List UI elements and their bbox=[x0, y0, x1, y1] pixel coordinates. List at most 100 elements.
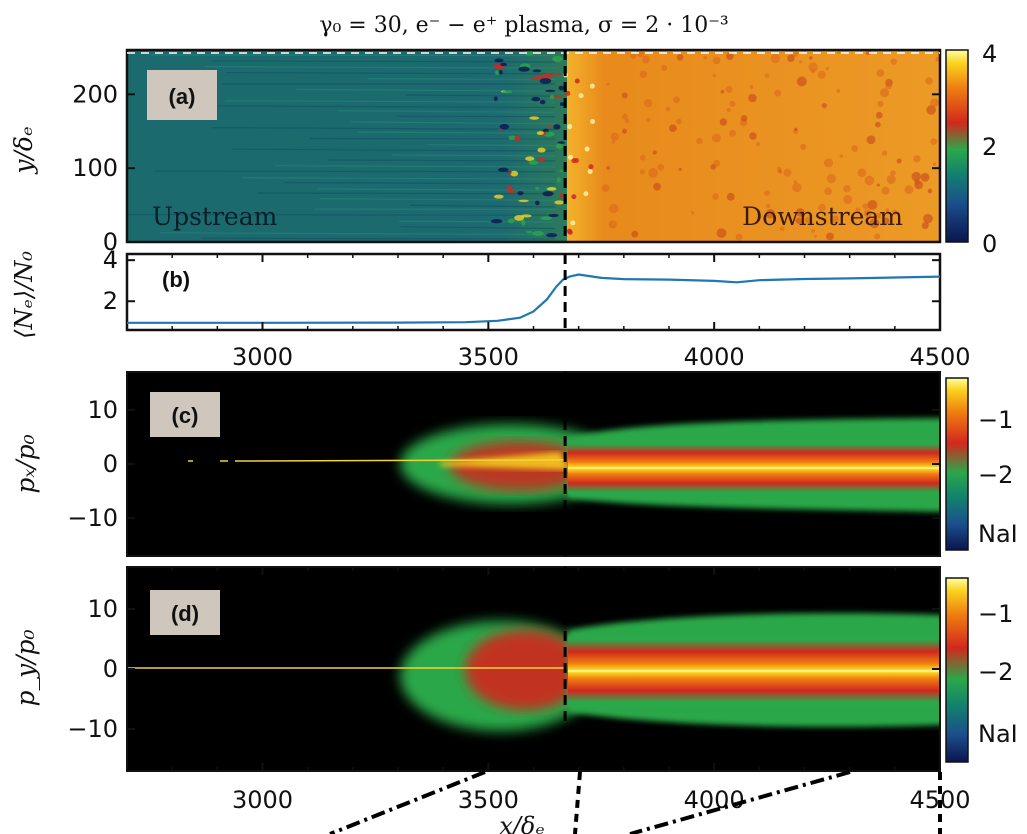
downstream-speckle bbox=[881, 186, 890, 195]
downstream-speckle bbox=[639, 70, 648, 78]
downstream-speckle bbox=[877, 100, 884, 107]
downstream-speckle bbox=[606, 166, 610, 170]
downstream-speckle bbox=[712, 193, 719, 200]
shock-front-blob bbox=[535, 186, 540, 190]
shock-front-blob bbox=[517, 191, 524, 196]
downstream-speckle bbox=[926, 105, 936, 115]
shock-front-blob bbox=[493, 96, 498, 101]
downstream-speckle bbox=[913, 155, 921, 163]
shock-front-blob bbox=[506, 189, 517, 193]
panel-d-ylabel: p_y/p₀ bbox=[11, 629, 40, 706]
downstream-speckle bbox=[749, 132, 757, 140]
downstream-speckle bbox=[800, 143, 807, 150]
downstream-speckle bbox=[712, 73, 717, 78]
downstream-speckle bbox=[567, 229, 573, 235]
downstream-speckle bbox=[814, 234, 818, 238]
downstream-speckle bbox=[661, 64, 668, 71]
downstream-speckle bbox=[882, 217, 890, 225]
downstream-speckle bbox=[725, 86, 733, 94]
downstream-speckle bbox=[765, 209, 776, 219]
downstream-speckle bbox=[817, 70, 826, 79]
downstream-speckle bbox=[643, 99, 653, 108]
panel-a-upstream-stripes bbox=[127, 50, 571, 240]
shock-front-blob bbox=[500, 62, 508, 67]
downstream-speckle bbox=[875, 213, 882, 219]
filament-stripe bbox=[409, 204, 556, 208]
filament-stripe bbox=[405, 94, 556, 97]
downstream-speckle bbox=[573, 158, 579, 164]
downstream-speckle bbox=[726, 107, 731, 113]
filament-stripe bbox=[257, 192, 556, 195]
y-tick-label: 0 bbox=[103, 228, 118, 256]
shock-front-blob bbox=[532, 69, 542, 73]
panel-d-xticks: 3000 3500 4000 4500 bbox=[126, 567, 971, 814]
y-tick-label: 4 bbox=[103, 246, 118, 274]
filament-stripe bbox=[392, 154, 556, 157]
downstream-speckle bbox=[578, 93, 584, 99]
panel-d-cbar-tick-nal: NaI bbox=[978, 720, 1018, 748]
downstream-speckle bbox=[609, 203, 619, 214]
downstream-speckle bbox=[896, 158, 902, 164]
downstream-speckle bbox=[930, 98, 939, 108]
panel-b-label: (b) bbox=[162, 267, 190, 292]
shock-front-blob bbox=[531, 96, 541, 102]
shock-front-blob bbox=[542, 191, 554, 197]
downstream-speckle bbox=[866, 135, 876, 145]
downstream-speckle bbox=[571, 194, 577, 200]
panel-b-yticks: 24 bbox=[103, 246, 940, 315]
downstream-speckle bbox=[729, 129, 737, 137]
downstream-speckle bbox=[930, 138, 938, 145]
shock-front-blob bbox=[524, 50, 534, 56]
downstream-speckle bbox=[631, 230, 639, 238]
shock-front-blob bbox=[555, 143, 564, 149]
downstream-speckle bbox=[590, 118, 596, 124]
panel-a-cbar-tick-2: 2 bbox=[982, 133, 997, 161]
downstream-speckle bbox=[811, 228, 816, 233]
downstream-speckle bbox=[876, 69, 885, 77]
downstream-speckle bbox=[588, 164, 594, 170]
shock-front-blob bbox=[507, 218, 515, 224]
downstream-speckle bbox=[587, 168, 593, 174]
shock-front-blob bbox=[537, 157, 546, 162]
downstream-speckle bbox=[748, 93, 757, 103]
shock-front-blob bbox=[507, 171, 512, 175]
downstream-speckle bbox=[864, 175, 875, 186]
downstream-speckle bbox=[774, 89, 782, 97]
shock-front-blob bbox=[518, 199, 529, 203]
shock-front-blob bbox=[498, 128, 503, 131]
downstream-speckle bbox=[764, 73, 770, 79]
filament-stripe bbox=[357, 131, 556, 134]
downstream-speckle bbox=[777, 169, 782, 174]
x-tick-label: 3500 bbox=[458, 343, 519, 371]
downstream-speckle bbox=[669, 124, 677, 133]
downstream-speckle bbox=[825, 232, 834, 241]
filament-stripe bbox=[350, 121, 556, 125]
downstream-speckle bbox=[690, 211, 695, 215]
downstream-speckle bbox=[794, 127, 798, 131]
downstream-speckle bbox=[821, 103, 827, 109]
panel-b-frame bbox=[125, 252, 942, 332]
downstream-speckle bbox=[851, 145, 859, 152]
downstream-speckle bbox=[911, 171, 921, 182]
filament-stripe bbox=[211, 127, 556, 130]
downstream-speckle bbox=[630, 52, 637, 59]
y-tick-label: 0 bbox=[103, 450, 118, 478]
downstream-speckle bbox=[891, 209, 898, 216]
downstream-speckle bbox=[795, 217, 802, 224]
downstream-speckle bbox=[678, 167, 682, 171]
downstream-speckle bbox=[608, 220, 617, 229]
downstream-speckle bbox=[825, 66, 829, 71]
shock-front-blob bbox=[558, 193, 565, 199]
panel-c: (c) pₓ/p₀ −10 0 10 −1 −2 NaI bbox=[11, 371, 1018, 557]
filament-stripe bbox=[155, 170, 556, 173]
shock-front-blob bbox=[490, 219, 503, 224]
shock-front-blob bbox=[545, 89, 556, 93]
y-tick-label: 10 bbox=[87, 396, 118, 424]
filament-stripe bbox=[241, 177, 556, 180]
downstream-speckle bbox=[611, 140, 615, 144]
panel-d-label-box bbox=[150, 590, 220, 635]
panel-c-cbar-tick-1: −1 bbox=[978, 406, 1013, 434]
downstream-speckle bbox=[710, 164, 716, 170]
downstream-speckle bbox=[932, 162, 937, 166]
